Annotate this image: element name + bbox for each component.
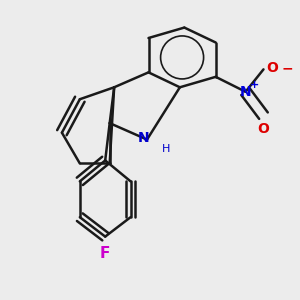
Text: H: H: [162, 143, 171, 154]
Text: O: O: [257, 122, 269, 136]
Text: N: N: [138, 131, 150, 145]
Text: F: F: [100, 245, 110, 260]
Text: +: +: [250, 80, 259, 90]
Text: N: N: [240, 85, 251, 99]
Text: O: O: [266, 61, 278, 75]
Text: −: −: [281, 61, 293, 75]
